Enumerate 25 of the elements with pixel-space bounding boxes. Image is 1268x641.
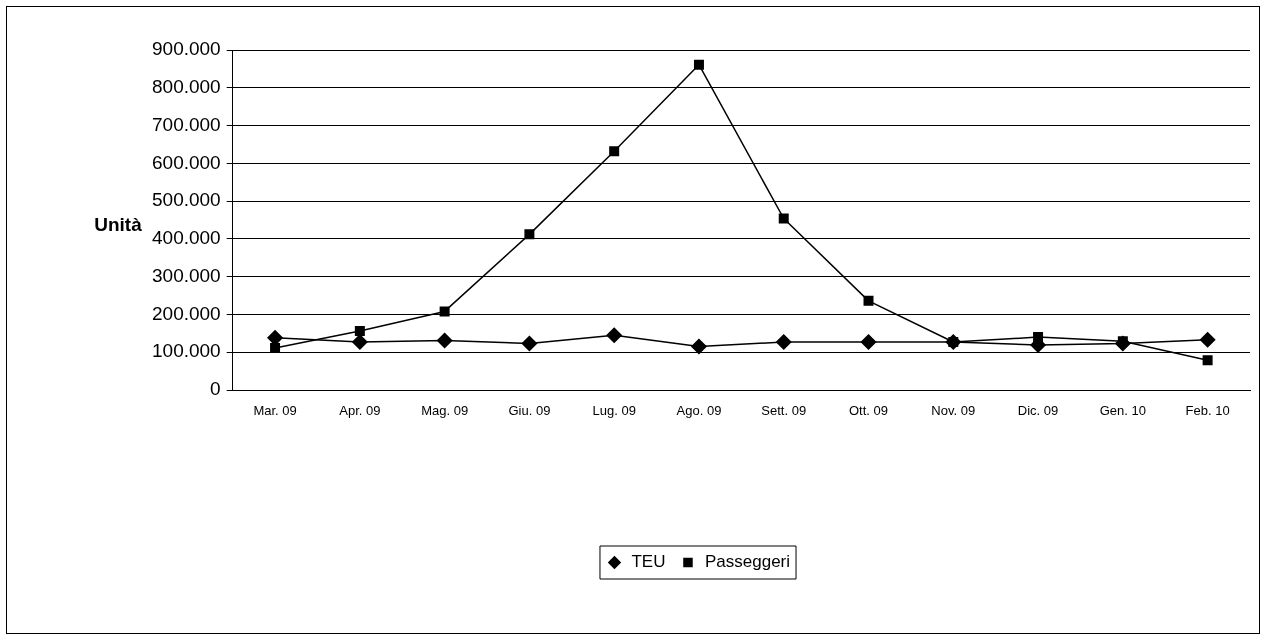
x-tick-label: Ott. 09 bbox=[848, 403, 889, 419]
x-tick-label: Apr. 09 bbox=[339, 403, 381, 419]
legend-label: Passeggeri bbox=[704, 552, 791, 572]
x-tick-label: Giu. 09 bbox=[508, 403, 551, 419]
y-tick-label: 500.000 bbox=[151, 189, 221, 211]
y-tick-label: 200.000 bbox=[151, 302, 221, 324]
x-tick-label: Sett. 09 bbox=[761, 403, 807, 419]
y-tick-label: 300.000 bbox=[151, 264, 221, 286]
x-tick-label: Nov. 09 bbox=[931, 403, 976, 419]
y-tick-label: 900.000 bbox=[151, 38, 221, 60]
x-tick-label: Lug. 09 bbox=[592, 403, 636, 419]
x-tick-label: Ago. 09 bbox=[676, 403, 722, 419]
y-tick-label: 400.000 bbox=[151, 227, 221, 249]
x-tick-label: Dic. 09 bbox=[1017, 403, 1059, 419]
y-tick-label: 700.000 bbox=[151, 113, 221, 135]
x-tick-label: Mag. 09 bbox=[421, 403, 469, 419]
legend-label: TEU bbox=[631, 552, 666, 572]
x-tick-label: Mar. 09 bbox=[253, 403, 297, 419]
y-tick-label: 0 bbox=[210, 378, 221, 400]
x-tick-label: Feb. 10 bbox=[1185, 403, 1230, 419]
y-tick-label: 800.000 bbox=[151, 76, 221, 98]
x-tick-label: Gen. 10 bbox=[1099, 403, 1146, 419]
y-tick-label: 100.000 bbox=[151, 340, 221, 362]
y-tick-label: 600.000 bbox=[151, 151, 221, 173]
y-axis-title: Unità bbox=[94, 214, 143, 236]
